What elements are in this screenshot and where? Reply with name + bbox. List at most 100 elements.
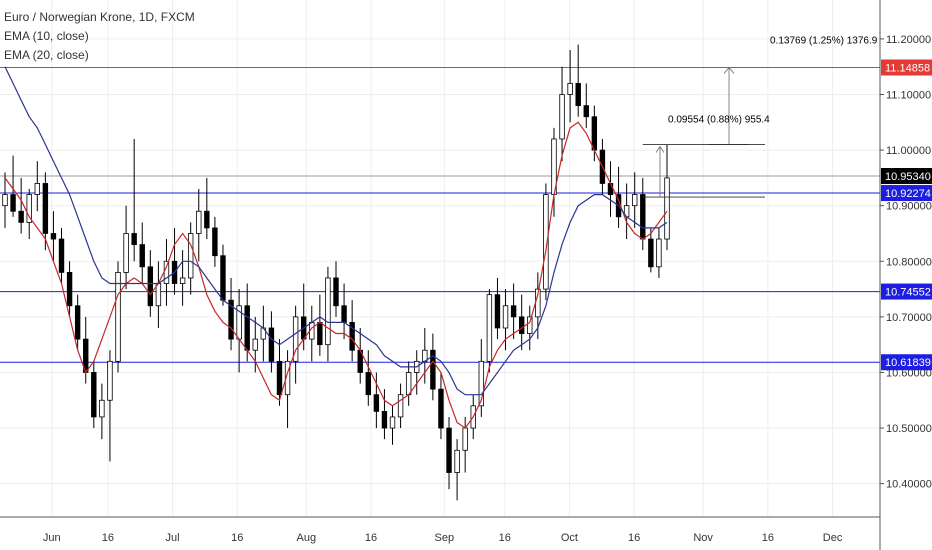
candle-down (74, 305, 81, 340)
ema-lines (4, 66, 668, 429)
x-tick-label: 16 (102, 532, 114, 544)
candle-up (462, 427, 468, 451)
candle-down (139, 244, 145, 268)
level-price-label-bg (881, 354, 932, 371)
candle-down (317, 322, 323, 346)
candle-down (10, 194, 16, 212)
candle-up (292, 316, 299, 362)
x-tick-label: 16 (762, 532, 774, 544)
candle-down (648, 238, 654, 268)
ema10-line (4, 121, 668, 429)
candle-down (446, 427, 452, 473)
candle-up (123, 233, 129, 273)
horizontal-levels (0, 66, 880, 363)
x-tick-label: Nov (693, 532, 713, 544)
candle-up (567, 82, 573, 95)
price-axis-bg (880, 0, 932, 550)
candle-up (26, 194, 32, 223)
candle-down (365, 372, 371, 396)
x-tick-label: 16 (628, 532, 640, 544)
candle-down (212, 227, 218, 257)
legend-ema10[interactable]: EMA (10, close) (4, 29, 89, 43)
candle-down (607, 183, 614, 195)
candle-up (559, 94, 565, 140)
candle-up (454, 449, 460, 473)
candle-down (204, 210, 210, 229)
ema20-line (4, 66, 668, 396)
candle-down (220, 255, 226, 301)
candle-up (196, 210, 202, 234)
level-price-label: 10.74552 (885, 287, 931, 299)
candle-up (99, 399, 105, 418)
level-price-label-bg (881, 185, 932, 202)
legend-ema20[interactable]: EMA (20, close) (4, 48, 89, 62)
candle-down (50, 233, 57, 240)
measure-annotations: 0.13769 (1.25%) 1376.9 0.09554 (0.88%) 95… (642, 35, 878, 198)
candle-up (543, 194, 549, 290)
candle-down (373, 394, 380, 412)
grid (0, 0, 880, 517)
measure-arrowhead (723, 66, 735, 74)
y-tick-label: 10.60000 (886, 367, 932, 379)
candle-up (502, 305, 509, 329)
y-tick-label: 10.80000 (886, 256, 932, 268)
x-tick-label: 16 (499, 532, 511, 544)
y-tick-label: 11.20000 (886, 34, 931, 46)
y-tick-label: 10.70000 (886, 312, 932, 324)
candle-down (18, 210, 24, 223)
candle-up (187, 233, 194, 279)
candle-up (252, 338, 258, 351)
candle-up (2, 194, 8, 207)
x-tick-label: Dec (823, 532, 843, 544)
x-tick-label: 16 (231, 532, 243, 544)
x-tick-label: Jul (166, 532, 180, 544)
candle-down (341, 305, 347, 323)
candle-up (179, 277, 186, 284)
candle-down (575, 82, 581, 107)
measure-annotation: 0.13769 (1.25%) 1376.9 (709, 35, 878, 146)
candle-down (42, 183, 49, 234)
candle-down (276, 360, 283, 396)
candle-down (228, 299, 234, 340)
candle-down (349, 322, 355, 351)
candle-up (632, 194, 638, 207)
candle-up (527, 316, 533, 334)
y-tick-label: 10.40000 (886, 479, 932, 491)
candle-down (510, 305, 517, 318)
candle-down (494, 294, 501, 329)
candle-up (664, 177, 670, 240)
measure-label: 0.13769 (1.25%) 1376.9 (770, 35, 878, 46)
legend-symbol[interactable]: Euro / Norwegian Krone, 1D, FXCM (4, 10, 195, 24)
candle-down (518, 316, 525, 334)
candle-down (147, 266, 154, 307)
candle-up (656, 238, 662, 268)
last-price-label-bg (881, 168, 932, 185)
candle-down (333, 277, 339, 307)
measure-annotation: 0.09554 (0.88%) 955.4 (642, 115, 770, 198)
y-tick-label: 10.50000 (886, 423, 932, 435)
x-tick-label: 16 (365, 532, 377, 544)
candle-down (430, 349, 436, 390)
price-axis[interactable]: 11.20000 11.10000 11.00000 10.90000 10.80000… (879, 0, 932, 550)
measure-label: 0.09554 (0.88%) 955.4 (668, 115, 770, 126)
candle-up (389, 416, 396, 429)
candle-down (438, 388, 444, 429)
y-tick-label: 11.10000 (886, 90, 931, 102)
candle-down (583, 105, 589, 118)
candle-down (381, 410, 388, 429)
y-tick-label: 10.90000 (886, 201, 932, 213)
measure-arrowhead (655, 145, 665, 153)
candles (2, 44, 670, 501)
candle-up (397, 394, 404, 418)
candle-up (325, 277, 331, 346)
level-price-label: 11.14858 (885, 62, 930, 74)
last-price-label: 10.95340 (885, 171, 931, 183)
candle-up (107, 360, 113, 401)
level-price-label-bg (881, 59, 932, 76)
candle-up (486, 294, 493, 362)
candle-down (268, 327, 275, 362)
candle-down (66, 271, 73, 307)
time-axis[interactable]: Jun 16 Jul 16 Aug 16 Sep 16 Oct 16 Nov 16 Dec (0, 516, 932, 550)
time-axis-bg (0, 517, 932, 550)
